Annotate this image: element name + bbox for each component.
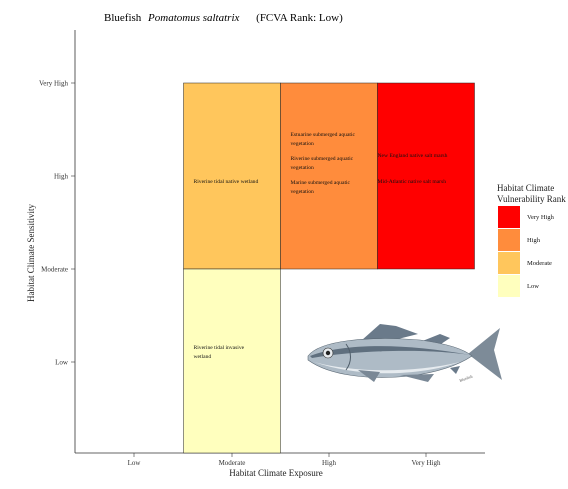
cell-label-moderate-0-1: wetland xyxy=(194,354,212,360)
y-tick-label-low: Low xyxy=(55,359,69,367)
y-tick-labels: Low Moderate High Very High xyxy=(39,80,75,367)
y-tick-label-very-high: Very High xyxy=(39,80,68,88)
heatmap-cells: Riverine tidal native wetland Estuarine s… xyxy=(183,82,475,454)
legend-swatch-high xyxy=(498,229,520,251)
illustration-caption: Bluefish xyxy=(459,374,473,383)
legend-title-line-1: Habitat Climate xyxy=(497,183,554,193)
cell-label-moderate-0-0: Riverine tidal native wetland xyxy=(194,179,259,185)
cell-label-high-2-1: vegetation xyxy=(291,189,315,195)
legend-title-line-2: Vulnerability Rank xyxy=(497,194,566,204)
legend-label-moderate: Moderate xyxy=(527,260,552,267)
chart-title: Bluefish Pomatomus saltatrix (FCVA Rank:… xyxy=(104,12,343,24)
y-tick-label-moderate: Moderate xyxy=(41,266,68,274)
x-tick-label-very-high: Very High xyxy=(412,459,441,467)
cell-label-very-high-1-0: Mid-Atlantic native salt marsh xyxy=(378,179,447,185)
cell-label-high-1-0: Riverine submerged aquatic xyxy=(291,156,354,162)
tail-fin-shape xyxy=(468,328,502,380)
x-tick-labels: Low Moderate High Very High xyxy=(128,453,441,467)
x-tick-label-moderate: Moderate xyxy=(219,459,246,467)
y-tick-label-high: High xyxy=(54,173,69,181)
dorsal-fin-shape xyxy=(362,324,418,342)
cell-label-moderate-0-0: Riverine tidal invasive xyxy=(194,345,245,351)
title-scientific-name: Pomatomus saltatrix xyxy=(147,12,239,24)
cell-label-high-1-1: vegetation xyxy=(291,165,315,171)
legend-swatch-moderate xyxy=(498,252,520,274)
legend: Habitat Climate Vulnerability Rank Very … xyxy=(497,183,566,297)
x-tick-label-high: High xyxy=(322,459,337,467)
cell-label-high-0-1: vegetation xyxy=(291,141,315,147)
bluefish-illustration: Bluefish xyxy=(307,324,502,383)
legend-swatch-very-high xyxy=(498,206,520,228)
cell-high-high xyxy=(280,82,378,270)
legend-label-low: Low xyxy=(527,283,539,290)
x-axis-label: Habitat Climate Exposure xyxy=(229,468,322,478)
legend-label-high: High xyxy=(527,237,541,244)
title-common-name: Bluefish xyxy=(104,12,142,24)
cell-label-high-2-0: Marine submerged aquatic xyxy=(291,180,351,186)
cell-moderate-moderate xyxy=(183,82,281,270)
cell-label-high-0-0: Estuarine submerged aquatic xyxy=(291,132,356,138)
cell-very-high-very-high xyxy=(377,82,475,270)
title-rank: (FCVA Rank: Low) xyxy=(256,12,343,24)
cell-moderate-low xyxy=(183,268,281,454)
y-axis-label: Habitat Climate Sensitivity xyxy=(26,204,36,302)
cell-label-very-high-0-0: New England native salt marsh xyxy=(378,153,448,159)
x-tick-label-low: Low xyxy=(128,459,142,467)
legend-swatch-low xyxy=(498,275,520,297)
legend-label-very-high: Very High xyxy=(527,214,555,221)
